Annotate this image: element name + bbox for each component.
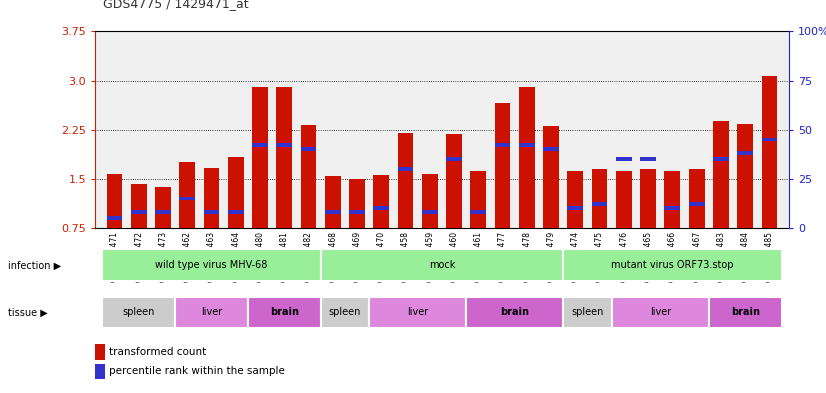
Bar (320, 249, 563, 281)
Bar (155, 210, 171, 214)
Bar (616, 157, 632, 161)
Bar (277, 143, 292, 147)
Text: tissue ▶: tissue ▶ (8, 307, 48, 318)
Bar (131, 210, 146, 214)
Text: spleen: spleen (122, 307, 154, 318)
Bar (349, 210, 365, 214)
Text: percentile rank within the sample: percentile rank within the sample (109, 366, 284, 376)
Bar (495, 143, 510, 147)
Bar (325, 210, 340, 214)
Bar (95, 344, 105, 360)
Text: liver: liver (649, 307, 671, 318)
Bar (397, 167, 413, 171)
Bar (373, 206, 389, 210)
Bar (131, 184, 146, 228)
Bar (107, 216, 122, 220)
Text: transformed count: transformed count (109, 347, 206, 357)
Bar (640, 169, 656, 228)
Bar (713, 157, 729, 161)
Bar (446, 157, 462, 161)
Bar (325, 176, 340, 228)
Text: brain: brain (501, 307, 529, 318)
Bar (563, 296, 612, 329)
Bar (95, 364, 105, 379)
Bar (422, 210, 438, 214)
Bar (495, 103, 510, 228)
Text: mock: mock (429, 260, 455, 270)
Bar (228, 210, 244, 214)
Text: brain: brain (731, 307, 760, 318)
Text: spleen: spleen (329, 307, 361, 318)
Bar (252, 87, 268, 228)
Text: brain: brain (270, 307, 299, 318)
Bar (248, 296, 320, 329)
Bar (689, 202, 705, 206)
Text: infection ▶: infection ▶ (8, 260, 61, 270)
Bar (544, 147, 559, 151)
Bar (179, 196, 195, 200)
Bar (155, 187, 171, 228)
Bar (373, 175, 389, 228)
Text: spleen: spleen (572, 307, 604, 318)
Bar (519, 87, 534, 228)
Bar (738, 125, 753, 228)
Bar (689, 169, 705, 228)
Bar (349, 179, 365, 228)
Bar (301, 147, 316, 151)
Bar (471, 210, 487, 214)
Text: GDS4775 / 1429471_at: GDS4775 / 1429471_at (103, 0, 249, 10)
Bar (563, 249, 781, 281)
Bar (567, 171, 583, 228)
Bar (616, 171, 632, 228)
Bar (107, 174, 122, 228)
Bar (102, 249, 320, 281)
Bar (466, 296, 563, 329)
Bar (369, 296, 466, 329)
Text: mutant virus ORF73.stop: mutant virus ORF73.stop (611, 260, 733, 270)
Bar (179, 162, 195, 228)
Bar (664, 206, 681, 210)
Bar (301, 125, 316, 228)
Bar (567, 206, 583, 210)
Bar (252, 143, 268, 147)
Bar (591, 169, 607, 228)
Bar (591, 202, 607, 206)
Bar (612, 296, 709, 329)
Bar (664, 171, 681, 228)
Bar (471, 171, 487, 228)
Bar (544, 127, 559, 228)
Text: wild type virus MHV-68: wild type virus MHV-68 (155, 260, 268, 270)
Bar (446, 134, 462, 228)
Text: liver: liver (201, 307, 222, 318)
Bar (397, 133, 413, 228)
Bar (422, 174, 438, 228)
Bar (175, 296, 248, 329)
Bar (277, 87, 292, 228)
Bar (203, 168, 220, 228)
Bar (738, 151, 753, 155)
Bar (320, 296, 369, 329)
Bar (102, 296, 175, 329)
Bar (519, 143, 534, 147)
Bar (203, 210, 220, 214)
Text: liver: liver (407, 307, 428, 318)
Bar (762, 76, 777, 228)
Bar (762, 138, 777, 141)
Bar (228, 156, 244, 228)
Bar (709, 296, 781, 329)
Bar (713, 121, 729, 228)
Bar (640, 157, 656, 161)
